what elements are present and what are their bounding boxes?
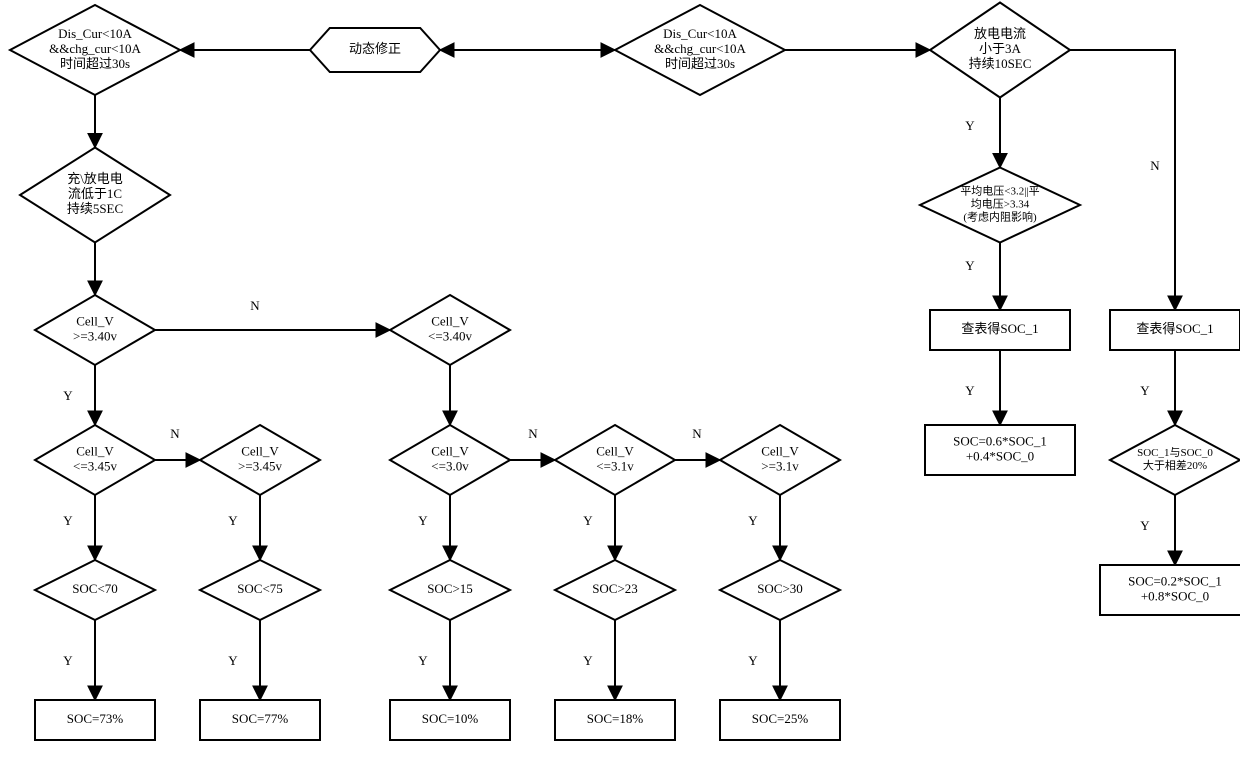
node-text: (考虑内阻影响) xyxy=(963,210,1037,224)
node-d_cv31g: Cell_V>=3.1v xyxy=(720,425,840,495)
node-text: +0.8*SOC_0 xyxy=(1141,588,1209,603)
edge-label: Y xyxy=(748,653,758,668)
node-r_soc1b: 查表得SOC_1 xyxy=(1110,310,1240,350)
node-d_diff: SOC_1与SOC_0大于相差20% xyxy=(1110,425,1240,495)
node-text: 查表得SOC_1 xyxy=(961,321,1038,336)
node-text: 小于3A xyxy=(979,41,1022,56)
node-text: 充\放电电 xyxy=(67,171,123,186)
node-text: Cell_V xyxy=(76,313,114,328)
node-text: SOC=10% xyxy=(422,711,479,726)
node-d_soc30: SOC>30 xyxy=(720,560,840,620)
node-text: 平均电压<3.2||平 xyxy=(960,185,1039,198)
node-d_cv345g: Cell_V>=3.45v xyxy=(200,425,320,495)
node-text: 动态修正 xyxy=(349,41,401,56)
node-text: SOC=0.2*SOC_1 xyxy=(1128,573,1222,588)
node-d_cv340g: Cell_V>=3.40v xyxy=(35,295,155,365)
edge-label: Y xyxy=(228,513,238,528)
edge-label: Y xyxy=(63,513,73,528)
edge-label: Y xyxy=(965,118,975,133)
node-text: 均电压>3.34 xyxy=(971,198,1030,211)
node-d_soc75: SOC<75 xyxy=(200,560,320,620)
node-text: SOC=25% xyxy=(752,711,809,726)
node-r_calc1: SOC=0.6*SOC_1+0.4*SOC_0 xyxy=(925,425,1075,475)
node-d_top_l: Dis_Cur<10A&&chg_cur<10A时间超过30s xyxy=(10,5,180,95)
edge-label: N xyxy=(250,298,260,313)
node-d_top_r: Dis_Cur<10A&&chg_cur<10A时间超过30s xyxy=(615,5,785,95)
edge xyxy=(1070,50,1175,310)
node-d_cv345l: Cell_V<=3.45v xyxy=(35,425,155,495)
node-text: SOC=18% xyxy=(587,711,644,726)
node-d_soc70: SOC<70 xyxy=(35,560,155,620)
node-text: <=3.40v xyxy=(428,328,472,343)
edge-label: Y xyxy=(748,513,758,528)
edge-label: Y xyxy=(965,258,975,273)
edge-label: N xyxy=(1150,158,1160,173)
node-text: SOC_1与SOC_0 xyxy=(1137,446,1213,459)
node-text: 查表得SOC_1 xyxy=(1136,321,1213,336)
node-text: <=3.1v xyxy=(596,458,634,473)
edge-label: N xyxy=(528,426,538,441)
flowchart-canvas: 动态修正Dis_Cur<10A&&chg_cur<10A时间超过30sDis_C… xyxy=(0,0,1240,770)
node-text: 时间超过30s xyxy=(60,56,130,71)
node-d_cv340l: Cell_V<=3.40v xyxy=(390,295,510,365)
node-r_73: SOC=73% xyxy=(35,700,155,740)
node-text: SOC=0.6*SOC_1 xyxy=(953,433,1047,448)
node-d_cv30: Cell_V<=3.0v xyxy=(390,425,510,495)
node-r_calc2: SOC=0.2*SOC_1+0.8*SOC_0 xyxy=(1100,565,1240,615)
node-r_77: SOC=77% xyxy=(200,700,320,740)
node-text: Cell_V xyxy=(241,443,279,458)
node-text: Cell_V xyxy=(431,443,469,458)
node-text: Dis_Cur<10A xyxy=(58,26,132,41)
node-text: SOC=77% xyxy=(232,711,289,726)
edge-label: N xyxy=(170,426,180,441)
node-text: 大于相差20% xyxy=(1143,458,1207,472)
node-start: 动态修正 xyxy=(310,28,440,72)
node-text: &&chg_cur<10A xyxy=(49,41,141,56)
node-text: Cell_V xyxy=(596,443,634,458)
edge-label: Y xyxy=(63,388,73,403)
node-d_soc23: SOC>23 xyxy=(555,560,675,620)
node-text: >=3.45v xyxy=(238,458,282,473)
node-d_l2: 充\放电电流低于1C持续5SEC xyxy=(20,148,170,243)
node-text: SOC<75 xyxy=(237,581,283,596)
edge-label: Y xyxy=(583,653,593,668)
edge-label: Y xyxy=(1140,518,1150,533)
edge-label: Y xyxy=(1140,383,1150,398)
node-text: &&chg_cur<10A xyxy=(654,41,746,56)
node-r_25: SOC=25% xyxy=(720,700,840,740)
node-d_soc15: SOC>15 xyxy=(390,560,510,620)
node-d_cv31l: Cell_V<=3.1v xyxy=(555,425,675,495)
node-text: Cell_V xyxy=(76,443,114,458)
node-text: 持续10SEC xyxy=(969,56,1032,71)
node-text: 持续5SEC xyxy=(67,201,123,216)
node-text: 流低于1C xyxy=(68,186,122,201)
node-r_18: SOC=18% xyxy=(555,700,675,740)
node-text: SOC=73% xyxy=(67,711,124,726)
node-r_10: SOC=10% xyxy=(390,700,510,740)
node-d_r2: 平均电压<3.2||平均电压>3.34(考虑内阻影响) xyxy=(920,168,1080,243)
edge-label: N xyxy=(692,426,702,441)
edge-label: Y xyxy=(418,513,428,528)
node-text: Cell_V xyxy=(431,313,469,328)
node-text: 时间超过30s xyxy=(665,56,735,71)
node-d_top_r2: 放电电流小于3A持续10SEC xyxy=(930,3,1070,98)
edge-label: Y xyxy=(228,653,238,668)
edge-label: Y xyxy=(418,653,428,668)
node-text: SOC>15 xyxy=(427,581,473,596)
node-text: Dis_Cur<10A xyxy=(663,26,737,41)
node-text: Cell_V xyxy=(761,443,799,458)
node-text: +0.4*SOC_0 xyxy=(966,448,1034,463)
node-text: <=3.45v xyxy=(73,458,117,473)
node-text: SOC>23 xyxy=(592,581,638,596)
node-text: <=3.0v xyxy=(431,458,469,473)
node-text: 放电电流 xyxy=(974,26,1026,41)
edge-label: Y xyxy=(583,513,593,528)
edge-label: Y xyxy=(63,653,73,668)
node-r_soc1a: 查表得SOC_1 xyxy=(930,310,1070,350)
edge-label: Y xyxy=(965,383,975,398)
node-text: SOC>30 xyxy=(757,581,803,596)
node-text: SOC<70 xyxy=(72,581,118,596)
node-text: >=3.40v xyxy=(73,328,117,343)
node-text: >=3.1v xyxy=(761,458,799,473)
